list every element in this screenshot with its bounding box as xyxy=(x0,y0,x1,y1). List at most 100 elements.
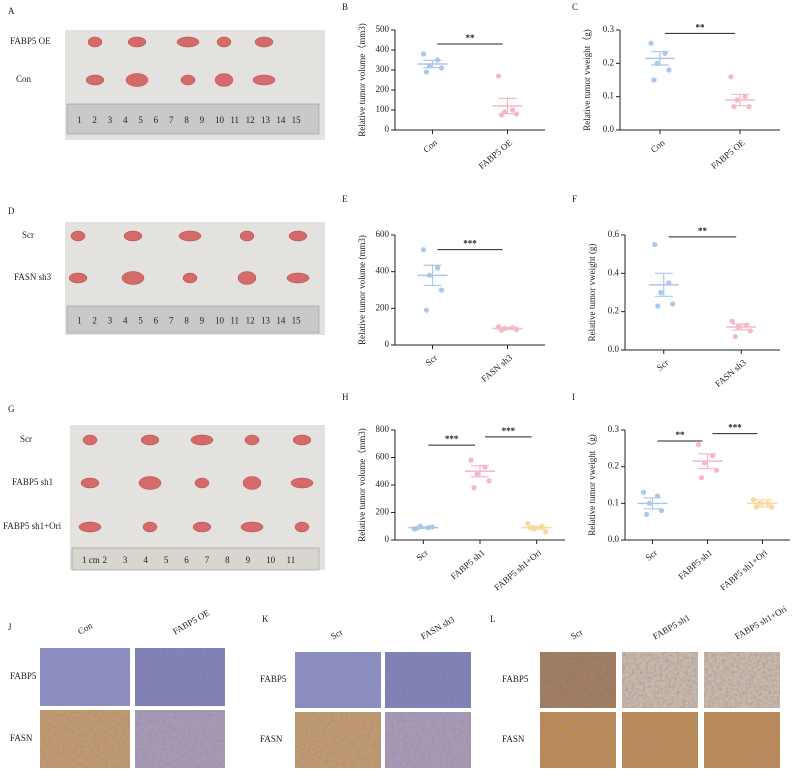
x-tick-label: Con xyxy=(649,137,667,155)
row-label: Scr xyxy=(20,434,32,444)
column-label: FABP5 sh1+Ori xyxy=(733,604,789,642)
y-tick-label: 0.6 xyxy=(608,229,620,239)
ihc-texture xyxy=(622,712,698,768)
data-point xyxy=(420,51,427,57)
column-label: FABP5 OE xyxy=(171,607,212,636)
ruler xyxy=(66,103,320,135)
significance-label: *** xyxy=(445,434,459,444)
ihc-texture xyxy=(704,652,780,708)
y-tick-label: 0.1 xyxy=(608,497,619,507)
tumor xyxy=(178,230,202,242)
x-tick-label: FASN sh3 xyxy=(479,352,514,384)
ruler-label: 5 xyxy=(138,115,143,125)
y-tick-label: 0 xyxy=(385,534,390,544)
data-point xyxy=(666,67,672,73)
panel-letter: A xyxy=(8,6,15,16)
data-point xyxy=(746,104,752,110)
y-tick-label: 500 xyxy=(376,24,390,34)
data-point xyxy=(728,74,734,80)
data-point xyxy=(643,511,650,517)
column-label: FASN sh3 xyxy=(419,614,457,641)
column-label: Con xyxy=(76,620,94,636)
tumor xyxy=(192,521,212,533)
ruler-label: 4 xyxy=(123,316,128,326)
tumor xyxy=(292,434,312,446)
data-point xyxy=(495,73,502,79)
data-point xyxy=(423,307,430,313)
y-axis-label: Relative tumor volume（mm3) xyxy=(357,428,367,541)
y-tick-label: 0.0 xyxy=(608,534,620,544)
y-tick-label: 400 xyxy=(376,44,390,54)
ruler-label: 7 xyxy=(169,316,174,326)
x-tick-label: FABP5 sh1 xyxy=(449,547,487,581)
row-label: FASN xyxy=(10,733,33,743)
data-point xyxy=(474,471,480,477)
x-tick-label: FABP5 OE xyxy=(709,137,747,171)
y-axis-label: Relative tumor volume（mm3) xyxy=(357,23,367,136)
y-tick-label: 0.2 xyxy=(603,57,614,67)
ihc-texture xyxy=(540,652,616,708)
x-tick-label: Scr xyxy=(643,547,659,562)
x-tick-label: Scr xyxy=(655,357,671,372)
row-label: FABP5 xyxy=(502,674,529,684)
ruler-label: 15 xyxy=(292,316,302,326)
data-point xyxy=(651,77,657,83)
x-tick-label: Con xyxy=(421,137,439,155)
ihc-texture xyxy=(135,648,225,706)
data-point xyxy=(670,301,676,307)
tumor xyxy=(237,271,257,285)
ruler-label: 7 xyxy=(169,115,174,125)
data-point xyxy=(434,265,441,271)
ihc-texture xyxy=(295,652,381,708)
tumor xyxy=(239,230,255,242)
ihc-texture xyxy=(40,710,130,768)
data-point xyxy=(747,328,753,334)
ihc-texture xyxy=(540,712,616,768)
row-label: FASN xyxy=(260,734,283,744)
ruler-label: 2 xyxy=(92,115,97,125)
ruler-label: 5 xyxy=(138,316,143,326)
photo xyxy=(70,425,325,570)
row-label: FABP5 xyxy=(260,674,287,684)
y-tick-label: 600 xyxy=(376,452,390,462)
data-point xyxy=(652,241,658,248)
x-tick-label: FABP5 OE xyxy=(477,137,515,171)
row-label: FABP5 OE xyxy=(10,36,51,46)
tumor xyxy=(176,36,200,48)
tumor xyxy=(121,271,145,285)
panel-letter: E xyxy=(342,194,348,204)
data-point xyxy=(420,247,427,253)
data-point xyxy=(655,303,661,309)
x-tick-label: FASN sh3 xyxy=(713,357,748,389)
ruler xyxy=(71,547,320,571)
ruler-label: 3 xyxy=(108,115,113,125)
tumor xyxy=(190,434,214,446)
tumor xyxy=(82,434,98,446)
ruler-label: 3 xyxy=(123,555,128,565)
ruler-label: 4 xyxy=(123,115,128,125)
ihc-texture xyxy=(385,712,471,768)
tumor xyxy=(78,521,102,533)
tumor xyxy=(194,477,210,489)
data-point xyxy=(742,94,748,100)
tumor xyxy=(123,230,143,242)
ihc-texture xyxy=(704,712,780,768)
data-point xyxy=(695,442,702,448)
significance-label: ** xyxy=(698,226,708,236)
data-point xyxy=(732,333,738,340)
row-label: FASN xyxy=(502,734,525,744)
x-tick-label: Scr xyxy=(414,547,430,562)
ihc-texture xyxy=(295,712,381,768)
y-tick-label: 200 xyxy=(376,507,390,517)
y-tick-label: 0.4 xyxy=(608,267,620,277)
tumor xyxy=(138,476,162,490)
ruler-label: 10 xyxy=(215,115,225,125)
panel-letter: L xyxy=(490,614,496,624)
row-label: FABP5 xyxy=(10,671,37,681)
tumor xyxy=(125,73,149,87)
data-point xyxy=(731,104,737,110)
ruler-label: 3 xyxy=(108,316,113,326)
ruler-label: 9 xyxy=(246,555,251,565)
panel-letter: H xyxy=(342,392,349,402)
column-label: Scr xyxy=(569,627,584,642)
